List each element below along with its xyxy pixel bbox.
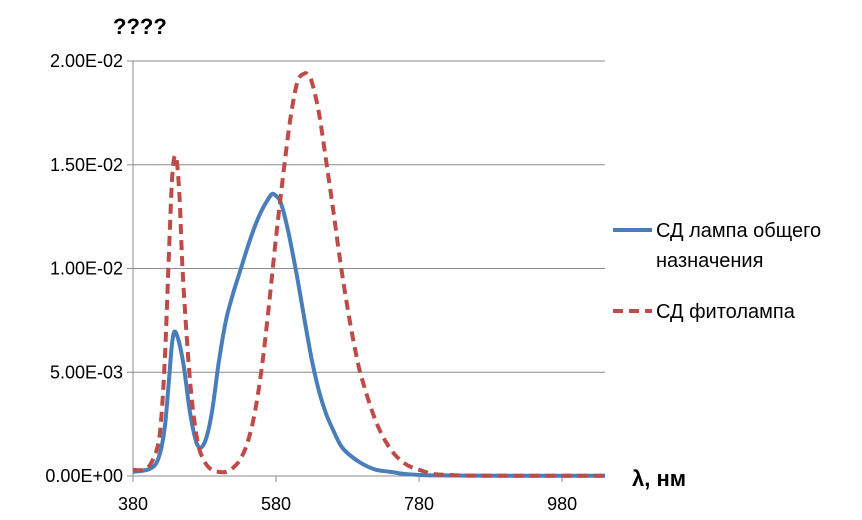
x-tick-label: 580: [261, 494, 291, 514]
x-tick-label: 980: [547, 494, 577, 514]
x-tick-labels: 380 580 780 980: [118, 494, 577, 514]
legend-label: назначения: [656, 250, 763, 272]
legend-label: СД лампа общего: [656, 220, 821, 242]
x-axis-title: λ, нм: [632, 466, 686, 491]
series-group: [132, 71, 605, 478]
y-tick-label: 2.00E-02: [50, 51, 123, 71]
legend: СД лампа общего назначения СД фитолампа: [613, 220, 821, 323]
y-tick-label: 1.50E-02: [50, 155, 123, 175]
y-tick-label: 5.00E-03: [50, 362, 123, 382]
series-line-general-led-lamp: [132, 191, 605, 478]
y-tick-label: 1.00E-02: [50, 259, 123, 279]
series-line-led-phytolamp: [132, 71, 605, 478]
y-tick-labels: 0.00E+00 5.00E-03 1.00E-02 1.50E-02 2.00E-02: [45, 51, 123, 486]
x-tick-label: 780: [404, 494, 434, 514]
x-tick-label: 380: [118, 494, 148, 514]
grid-lines: [127, 60, 605, 482]
y-tick-label: 0.00E+00: [45, 466, 123, 486]
y-axis-title: ????: [113, 14, 167, 39]
legend-label: СД фитолампа: [656, 301, 796, 323]
